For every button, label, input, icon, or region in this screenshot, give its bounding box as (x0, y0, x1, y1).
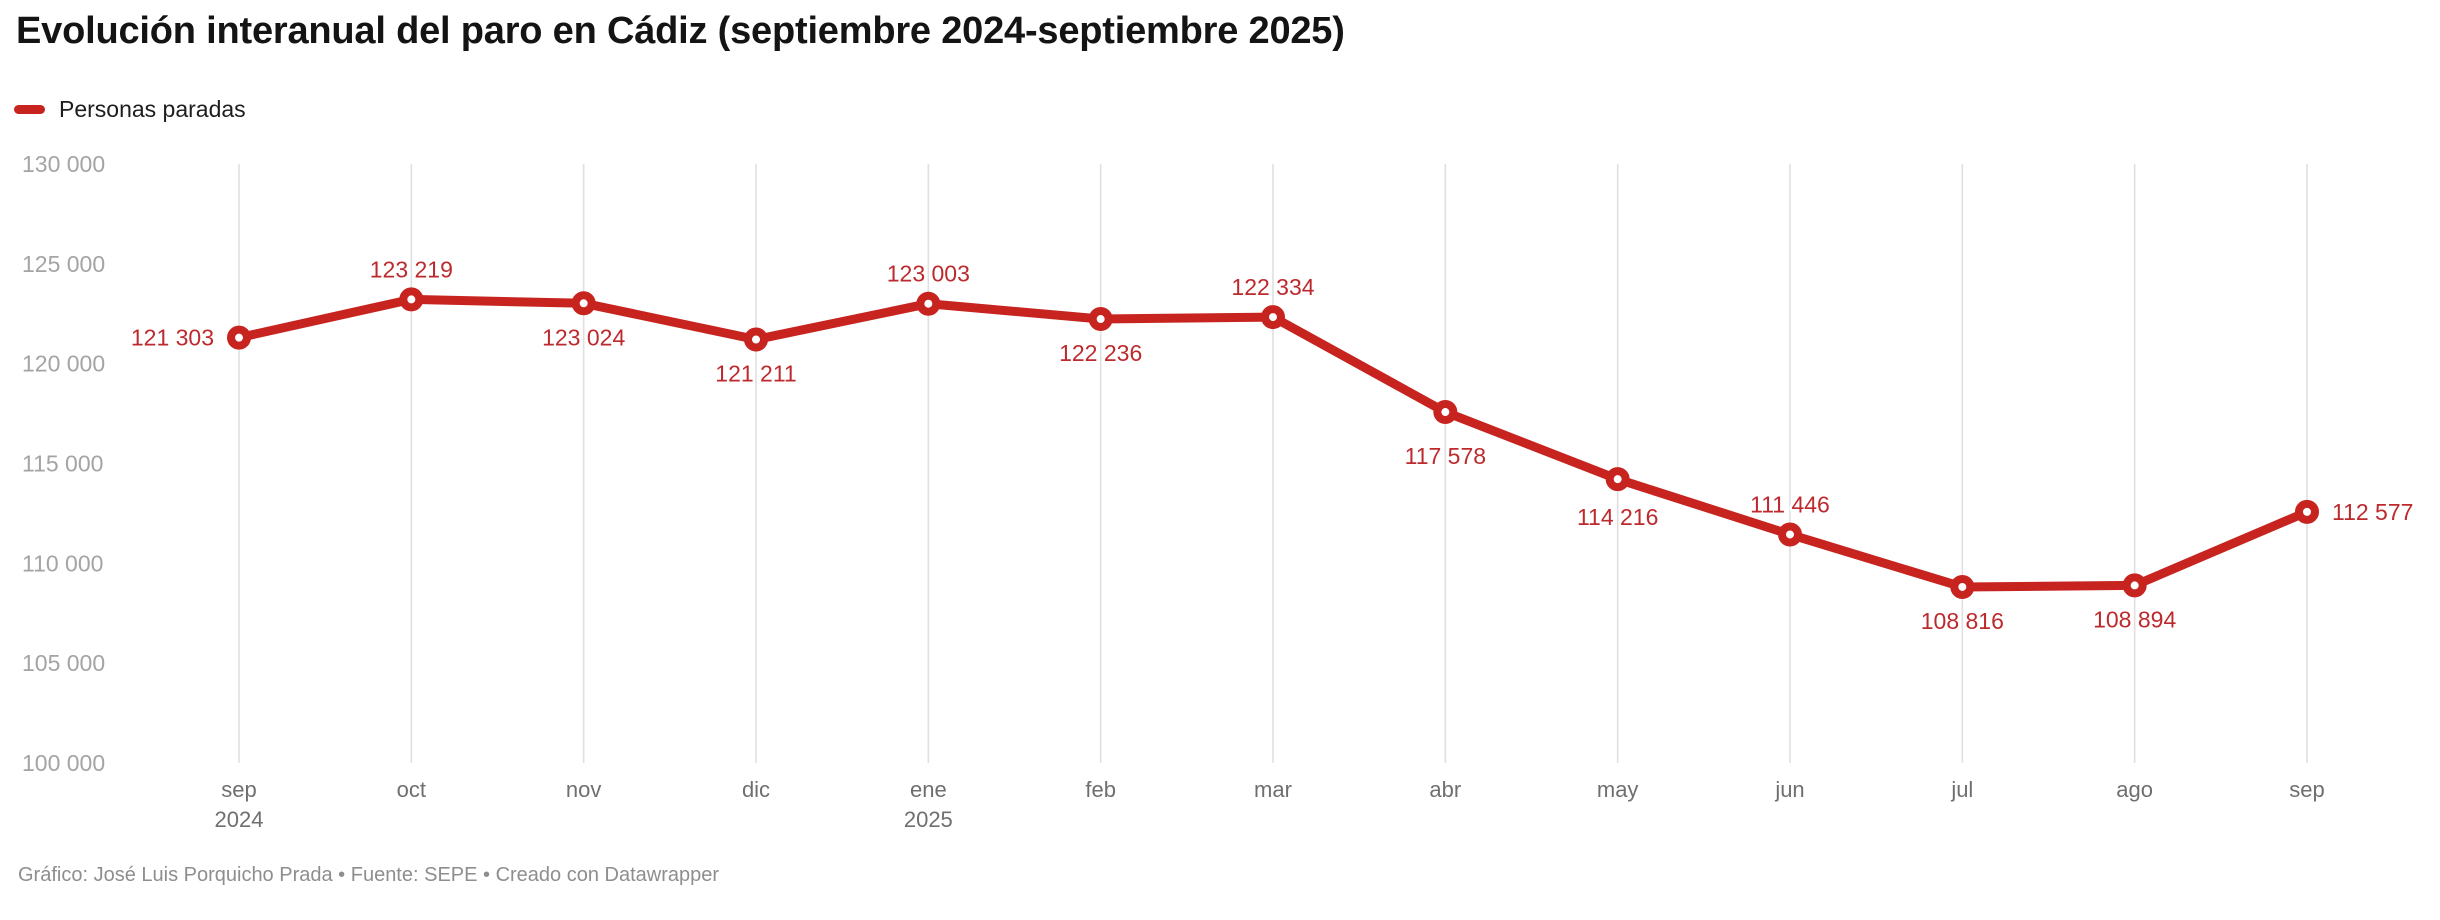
data-point[interactable] (2295, 499, 2319, 524)
legend-swatch-personas-paradas (14, 105, 45, 114)
page-title: Evolución interanual del paro en Cádiz (… (16, 10, 1345, 52)
data-point[interactable] (2122, 573, 2147, 598)
data-point-label: 123 024 (542, 324, 625, 350)
data-point-label: 112 577 (2332, 499, 2413, 525)
x-axis-tick-label: dic (742, 777, 770, 802)
data-point-label: 122 236 (1059, 340, 1142, 366)
x-axis-year-label: 2024 (215, 807, 264, 832)
data-point-label: 123 003 (887, 261, 970, 287)
data-point[interactable] (1605, 467, 1630, 492)
y-axis-tick-label: 115 000 (22, 451, 103, 477)
data-point[interactable] (1778, 522, 1802, 547)
x-axis-tick-label: sep (2289, 777, 2324, 802)
x-axis-tick-label: ago (2116, 777, 2153, 802)
data-point[interactable] (1261, 305, 1285, 330)
y-axis-tick-label: 105 000 (22, 650, 105, 676)
legend-label: Personas paradas (59, 96, 246, 122)
footer-credits: Gráfico: José Luis Porquicho Prada • Fue… (18, 864, 720, 886)
y-axis-tick-label: 100 000 (22, 750, 105, 776)
data-point[interactable] (1433, 400, 1458, 425)
data-point[interactable] (399, 287, 424, 312)
x-axis-tick-label: feb (1085, 777, 1116, 802)
data-point[interactable] (744, 327, 768, 352)
data-point-label: 117 578 (1405, 443, 1486, 469)
x-axis-tick-label: jul (1950, 777, 1973, 802)
x-axis-tick-label: oct (397, 777, 426, 802)
x-axis-tick-label: may (1597, 777, 1639, 802)
x-axis-year-label: 2025 (904, 807, 953, 832)
data-point[interactable] (227, 325, 251, 350)
x-axis-tick-label: sep (221, 777, 256, 802)
y-axis-tick-label: 120 000 (22, 351, 105, 377)
y-axis-tick-label: 125 000 (22, 251, 105, 277)
data-point[interactable] (1088, 307, 1113, 332)
y-axis-tick-label: 110 000 (22, 550, 103, 576)
data-point-label: 111 446 (1750, 491, 1830, 517)
data-point[interactable] (1950, 574, 1975, 599)
data-point-label: 108 894 (2093, 606, 2176, 632)
legend: Personas paradas (14, 96, 246, 123)
data-point-label: 114 216 (1577, 504, 1658, 530)
x-axis-tick-label: mar (1254, 777, 1292, 802)
x-axis-tick-label: jun (1774, 777, 1804, 802)
data-point[interactable] (916, 291, 941, 316)
x-axis-tick-label: ene (910, 777, 947, 802)
x-axis-tick-label: nov (566, 777, 601, 802)
data-point-label: 108 816 (1921, 608, 2004, 634)
y-axis-tick-label: 130 000 (22, 151, 105, 177)
data-point[interactable] (571, 291, 596, 316)
data-point-label: 123 219 (370, 256, 453, 282)
x-axis-tick-label: abr (1429, 777, 1461, 802)
data-point-label: 122 334 (1231, 274, 1314, 300)
data-point-label: 121 303 (131, 325, 214, 351)
data-point-label: 121 211 (715, 360, 796, 386)
